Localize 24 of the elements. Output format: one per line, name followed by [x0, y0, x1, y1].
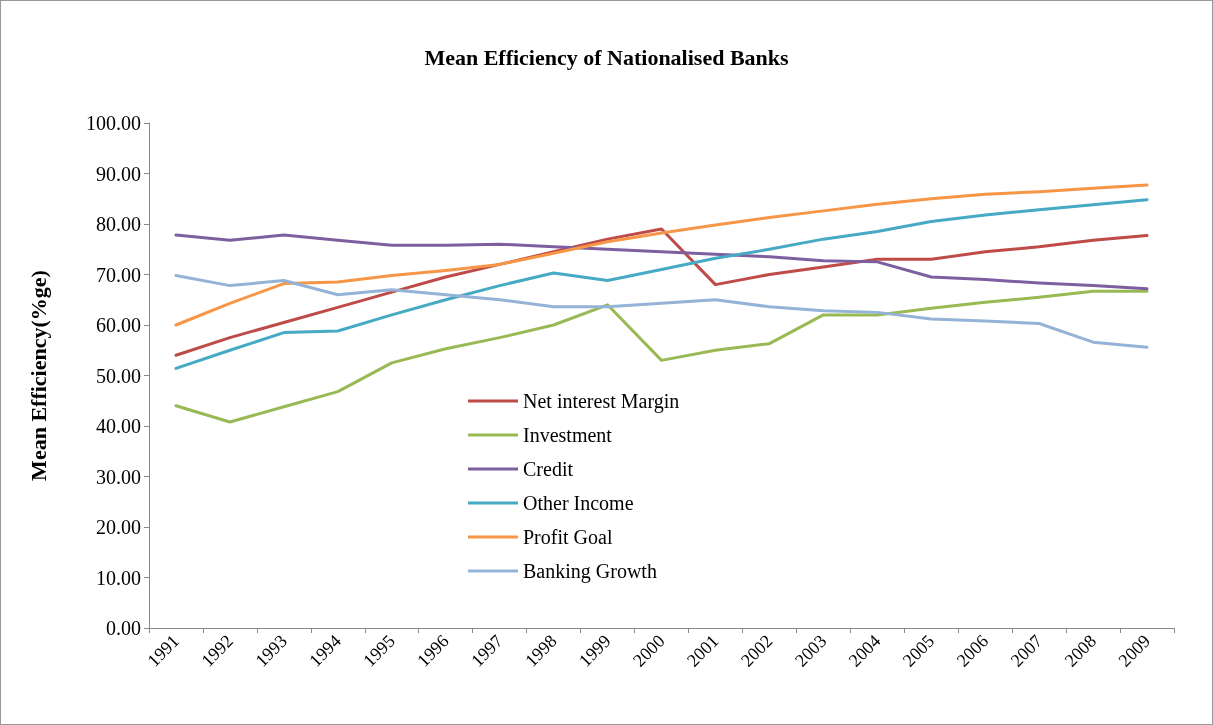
legend-label: Profit Goal — [523, 526, 613, 548]
y-tick-label: 80.00 — [96, 213, 141, 235]
legend-label: Credit — [523, 458, 574, 480]
y-tick-label: 100.00 — [86, 112, 141, 134]
line-series — [174, 274, 1149, 349]
y-tick-label: 90.00 — [96, 162, 141, 185]
y-tick-label: 50.00 — [96, 364, 141, 387]
y-tick-label: 10.00 — [96, 566, 141, 589]
chart-title: Mean Efficiency of Nationalised Banks — [424, 44, 790, 70]
line-series — [174, 233, 1149, 291]
line-series — [174, 198, 1149, 370]
y-tick-label: 40.00 — [96, 415, 141, 437]
legend-label: Net interest Margin — [523, 390, 680, 413]
y-tick-label: 70.00 — [96, 263, 141, 286]
line-series — [174, 289, 1149, 424]
line-series — [174, 183, 1149, 327]
y-axis-title: Mean Efficiency(%ge) — [25, 270, 51, 481]
y-tick-label: 30.00 — [96, 465, 141, 488]
y-tick-label: 20.00 — [96, 516, 141, 538]
legend-label: Other Income — [523, 492, 634, 514]
y-tick-label: 0.00 — [106, 617, 141, 639]
legend-label: Investment — [523, 424, 613, 446]
y-tick-label: 60.00 — [96, 314, 141, 336]
legend-label: Banking Growth — [523, 560, 657, 583]
